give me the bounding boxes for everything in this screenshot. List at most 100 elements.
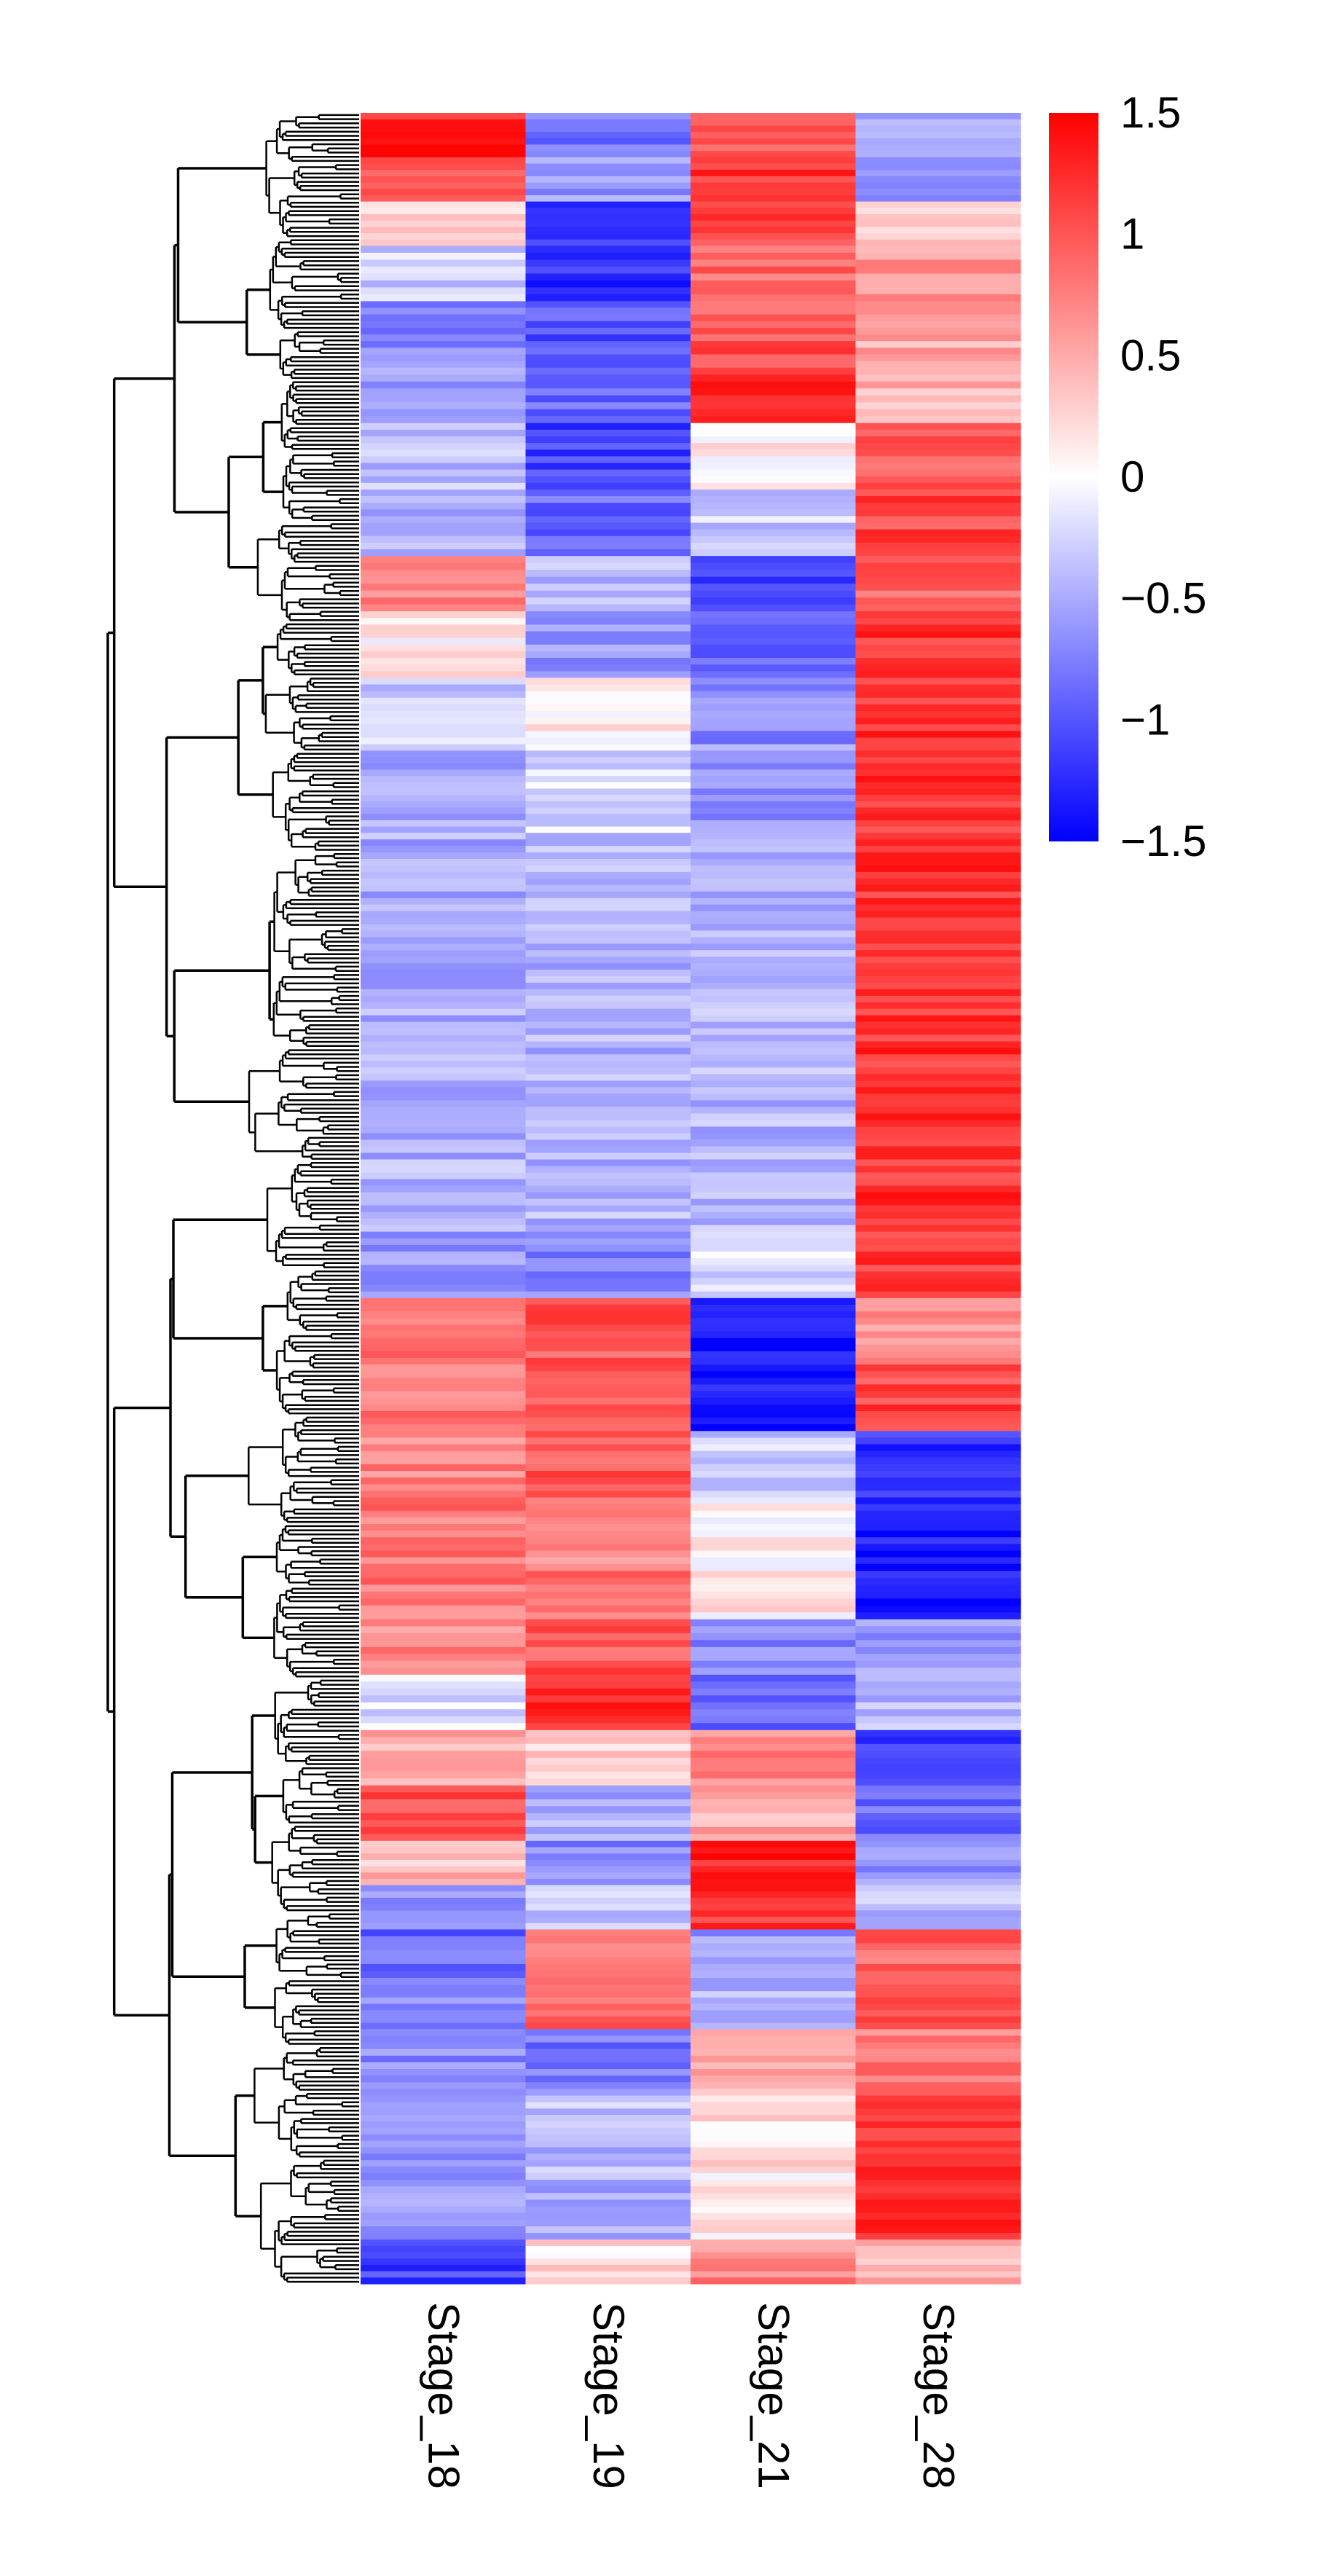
heatmap-cell	[525, 1225, 691, 1233]
heatmap-cell	[361, 1517, 527, 1525]
heatmap-cell	[855, 624, 1021, 632]
heatmap-cell	[525, 637, 691, 645]
heatmap-cell	[855, 522, 1021, 530]
heatmap-cell	[691, 1949, 857, 1958]
heatmap-cell	[855, 1457, 1021, 1465]
heatmap-cell	[691, 157, 857, 165]
heatmap-cell	[855, 814, 1021, 821]
heatmap-cell	[855, 750, 1021, 758]
heatmap-cell	[361, 449, 527, 457]
heatmap-cell	[525, 1152, 691, 1161]
heatmap-cell	[525, 1550, 691, 1558]
heatmap-cell	[525, 347, 691, 356]
heatmap-cell	[855, 341, 1021, 348]
heatmap-cell	[855, 1028, 1021, 1036]
heatmap-cell	[691, 1139, 857, 1147]
heatmap-cell	[691, 496, 857, 503]
heatmap-cell	[691, 1126, 857, 1134]
heatmap-cell	[855, 2062, 1021, 2070]
heatmap-cell	[525, 1384, 691, 1392]
heatmap-cell	[361, 1291, 527, 1299]
heatmap-cell	[855, 963, 1021, 970]
heatmap-cell	[361, 1910, 527, 1917]
heatmap-cell	[361, 884, 527, 892]
heatmap-cell	[361, 1080, 527, 1088]
heatmap-cell	[691, 1113, 857, 1121]
heatmap-cell	[691, 1397, 857, 1405]
heatmap-cell	[691, 1757, 857, 1765]
heatmap-cell	[691, 731, 857, 739]
heatmap-cell	[855, 704, 1021, 712]
heatmap-cell	[525, 989, 691, 997]
heatmap-cell	[691, 576, 857, 584]
heatmap-cell	[525, 584, 691, 592]
heatmap-cell	[691, 2134, 857, 2142]
heatmap-cell	[691, 1384, 857, 1392]
heatmap-cell	[691, 1304, 857, 1312]
heatmap-cell	[855, 2186, 1021, 2194]
heatmap-cell	[855, 1640, 1021, 1648]
heatmap-cell	[855, 1936, 1021, 1944]
heatmap-cell	[691, 1991, 857, 1998]
heatmap-cell	[361, 611, 527, 619]
heatmap-cell	[855, 1384, 1021, 1392]
heatmap-cell	[855, 1878, 1021, 1886]
heatmap-cell	[525, 820, 691, 828]
heatmap-cell	[525, 2252, 691, 2259]
heatmap-cell	[691, 1251, 857, 1259]
heatmap-cell	[361, 2062, 527, 2070]
heatmap-cell	[525, 1185, 691, 1193]
heatmap-cell	[525, 1813, 691, 1821]
heatmap-cell	[361, 1048, 527, 1055]
heatmap-cell	[855, 658, 1021, 665]
heatmap-cell	[525, 266, 691, 275]
heatmap-cell	[525, 1484, 691, 1491]
heatmap-cell	[691, 2258, 857, 2266]
heatmap-cell	[855, 684, 1021, 692]
heatmap-cell	[525, 1957, 691, 1965]
heatmap-cell	[361, 157, 527, 165]
heatmap-cell	[855, 1021, 1021, 1029]
heatmap-cell	[525, 1318, 691, 1325]
heatmap-cell	[855, 294, 1021, 302]
heatmap-cell	[361, 1431, 527, 1439]
heatmap-cell	[855, 1238, 1021, 1246]
heatmap-cell	[525, 1866, 691, 1873]
heatmap-cell	[691, 1391, 857, 1399]
heatmap-cell	[691, 1891, 857, 1898]
heatmap-cell	[361, 1087, 527, 1095]
heatmap-cell	[361, 917, 527, 925]
heatmap-cell	[361, 1904, 527, 1912]
heatmap-cell	[361, 535, 527, 543]
heatmap-cell	[855, 950, 1021, 957]
heatmap-cell	[361, 1258, 527, 1265]
heatmap-cell	[855, 744, 1021, 751]
heatmap-cell	[855, 2029, 1021, 2037]
heatmap-cell	[525, 1364, 691, 1372]
heatmap-cell	[361, 1471, 527, 1478]
heatmap-cell	[855, 995, 1021, 1003]
heatmap-cell	[361, 469, 527, 477]
heatmap-cell	[361, 2069, 527, 2076]
heatmap-cell	[691, 651, 857, 659]
heatmap-cell	[855, 1357, 1021, 1365]
legend-tick-label: −0.5	[1120, 574, 1206, 623]
heatmap-cell	[855, 2245, 1021, 2253]
heatmap-cell	[525, 1557, 691, 1565]
heatmap-cell	[691, 1238, 857, 1246]
heatmap-cell	[691, 1640, 857, 1648]
heatmap-cell	[855, 189, 1021, 196]
heatmap-cell	[525, 1034, 691, 1042]
heatmap-cell	[855, 2233, 1021, 2240]
heatmap-cell	[361, 1351, 527, 1359]
heatmap-cell	[525, 314, 691, 322]
heatmap-cell	[361, 839, 527, 847]
heatmap-cell	[525, 1563, 691, 1571]
heatmap-cell	[691, 1971, 857, 1979]
heatmap-cell	[855, 1139, 1021, 1147]
heatmap-cell	[855, 911, 1021, 919]
heatmap-cell	[361, 429, 527, 437]
heatmap-cell	[525, 1891, 691, 1898]
heatmap-cell	[855, 1771, 1021, 1779]
heatmap-cell	[691, 1681, 857, 1689]
